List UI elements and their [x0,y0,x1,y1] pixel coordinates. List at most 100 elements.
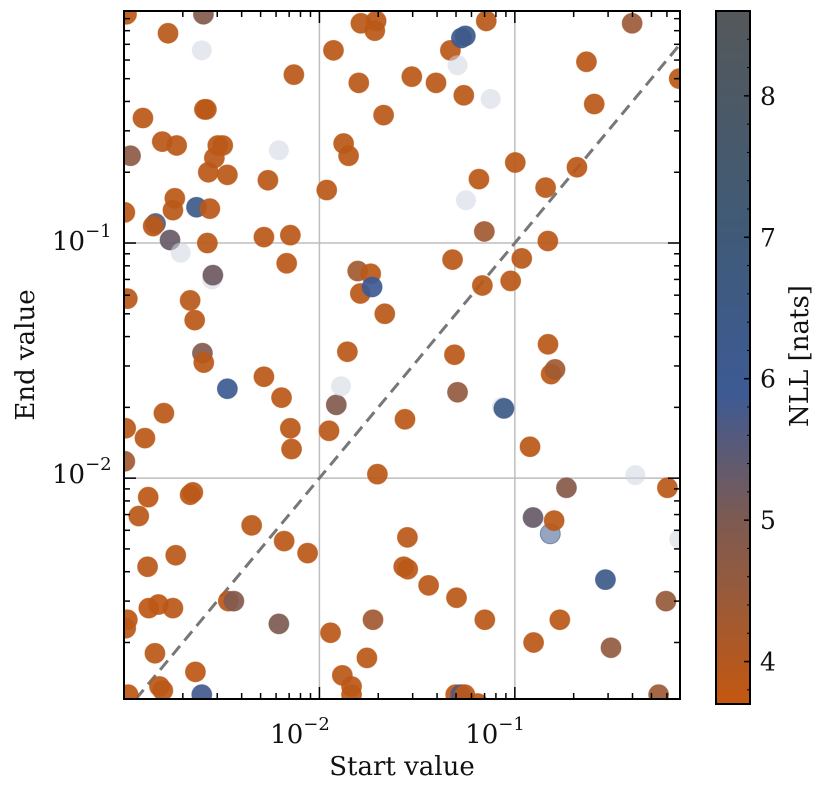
data-point [320,622,342,644]
x-axis-label: Start value [329,752,475,782]
data-point [362,609,384,631]
data-point [191,40,212,61]
data-point [373,104,395,126]
x-tick-label-1e-2: 10−2 [270,714,330,750]
data-point [216,378,238,400]
data-point [361,276,383,298]
data-point [124,417,137,439]
colorbar-tick-label: 7 [760,223,776,252]
data-point [162,597,184,619]
data-point [179,289,201,311]
data-point [128,505,150,527]
plot-frame [123,10,681,700]
data-point [153,402,175,424]
data-point [257,169,279,191]
colorbar-tick-label: 8 [760,82,776,111]
data-point [196,232,218,254]
data-point [575,51,597,73]
data-point [535,177,557,199]
data-point [318,420,340,442]
data-point [124,609,138,631]
data-point [453,84,475,106]
data-point [544,358,566,380]
diagonal-reference-line [134,43,680,699]
data-point [253,366,275,388]
svg-text:10−2: 10−2 [270,714,330,750]
data-point [283,64,305,86]
data-point [273,530,295,552]
data-point [480,88,501,109]
data-point [193,352,215,374]
data-point [336,341,358,363]
data-point [132,107,154,129]
data-point [195,98,217,120]
data-point [669,529,680,550]
svg-text:10−1: 10−1 [52,221,112,257]
data-point [276,252,298,274]
data-point [338,145,360,167]
data-point [519,436,541,458]
data-point [170,242,191,263]
data-point [184,309,206,331]
data-point [522,507,544,529]
data-point [600,637,622,659]
data-point [322,39,344,61]
data-point [157,22,179,44]
data-point [356,647,378,669]
data-point [625,465,646,486]
svg-text:10−1: 10−1 [465,714,525,750]
data-point [325,394,347,416]
data-point [397,558,419,580]
data-point [493,397,515,419]
data-point [124,145,142,167]
data-point [583,93,605,115]
data-point [648,684,670,699]
data-point [182,481,204,503]
data-point [331,376,352,397]
data-point [137,556,159,578]
data-point [446,587,468,609]
data-point [374,303,396,325]
data-point [549,609,571,631]
colorbar-tick-label: 5 [760,506,776,535]
data-point [348,72,370,94]
data-point [425,72,447,94]
data-point [468,168,490,190]
data-point [447,381,469,403]
data-point [455,190,476,211]
data-point [468,693,488,699]
scatter-points [124,11,680,699]
data-point [443,344,465,366]
data-point [212,134,234,156]
colorbar [715,10,751,705]
data-point [474,609,496,631]
data-point [268,140,289,161]
data-point [279,224,301,246]
x-tick-label-1e-1: 10−1 [465,714,525,750]
data-point [166,134,188,156]
data-point [279,417,301,439]
colorbar-tick-label: 4 [760,648,776,677]
data-point [555,477,577,499]
data-point [537,333,559,355]
data-point [192,11,214,25]
y-tick-label-1e-2: 10−2 [52,454,112,490]
data-point [152,679,174,699]
data-point [442,249,464,271]
data-point [475,11,497,32]
y-axis-label: End value [11,289,41,420]
data-point [271,387,293,409]
data-point [164,187,186,209]
data-point [316,179,338,201]
data-point [341,675,363,697]
y-tick-label-1e-1: 10−1 [52,221,112,257]
data-point [454,25,476,47]
data-point [401,66,423,88]
data-point [473,220,495,242]
data-point [365,11,387,32]
data-point [199,198,221,220]
data-point [124,11,138,25]
data-point [523,631,545,653]
data-point [566,156,588,178]
svg-text:10−2: 10−2 [52,454,112,490]
